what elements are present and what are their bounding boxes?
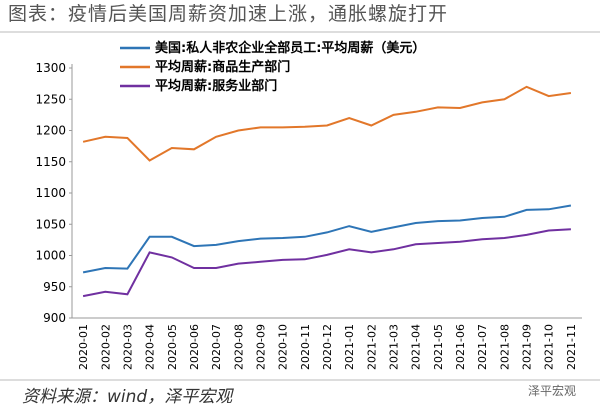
legend-label: 美国:私人非农企业全部员工:平均周薪（美元） [155,40,425,56]
y-tick-label: 1250 [35,92,66,106]
x-tick-label: 2020-03 [121,324,134,370]
x-tick-label: 2021-05 [432,324,445,370]
x-tick-label: 2021-01 [343,324,356,370]
line [82,204,572,274]
chart-title: 图表：疫情后美国周薪资加速上涨，通胀螺旋打开 [8,3,448,25]
x-tick-label: 2021-06 [454,324,467,370]
x-tick-label: 2020-06 [188,324,201,370]
legend-label: 平均周薪:服务业部门 [155,78,277,94]
x-tick-label: 2021-11 [565,324,578,370]
x-tick-label: 2021-03 [388,324,401,370]
x-tick-label: 2021-10 [543,324,556,370]
x-tick-label: 2021-07 [476,324,489,370]
x-tick-label: 2020-10 [277,324,290,370]
line [82,85,572,162]
legend-label: 平均周薪:商品生产部门 [155,59,290,75]
line [82,228,571,298]
y-tick-label: 1200 [35,124,66,138]
x-tick-label: 2020-08 [232,324,245,370]
x-tick-label: 2020-07 [210,324,223,370]
x-tick-label: 2021-04 [410,324,423,370]
x-tick-label: 2020-04 [144,324,157,370]
x-tick-label: 2020-02 [99,324,112,370]
x-tick-label: 2021-08 [498,324,511,370]
x-tick-label: 2020-01 [77,324,90,370]
x-tick-label: 2020-09 [254,324,267,370]
x-tick-label: 2020-05 [166,324,179,370]
y-tick-label: 1150 [35,155,66,169]
x-tick-label: 2020-11 [299,324,312,370]
watermark: 泽平宏观 [528,383,576,398]
y-tick-label: 1300 [35,61,66,75]
y-tick-label: 1050 [35,217,66,231]
y-tick-label: 1100 [35,186,66,200]
source: 资料来源：wind，泽平宏观 [22,387,234,407]
x-tick-label: 2021-02 [365,324,378,370]
y-tick-label: 1000 [35,249,66,263]
x-tick-label: 2021-09 [521,324,534,370]
y-tick-label: 950 [43,280,66,294]
y-tick-label: 900 [43,311,66,325]
x-tick-label: 2020-12 [321,324,334,370]
